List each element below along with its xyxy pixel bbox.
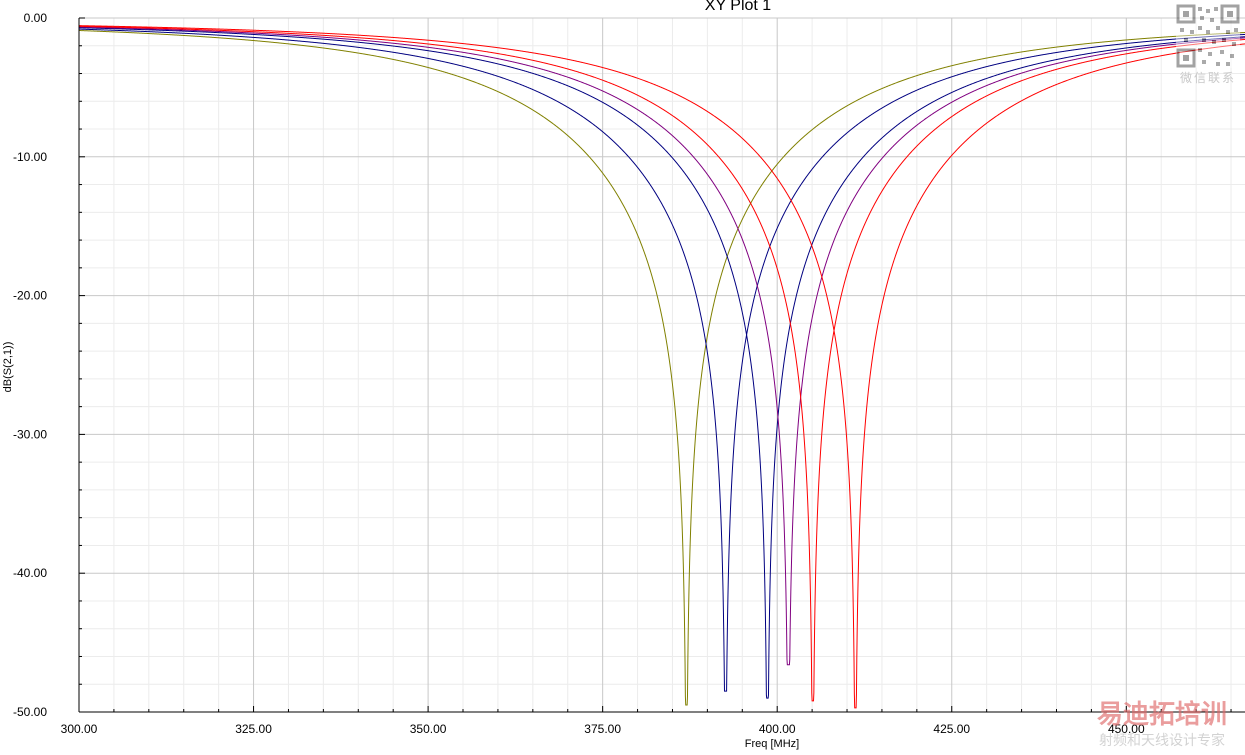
x-axis-title: Freq [MHz] <box>745 738 799 750</box>
y-tick-labels: 0.00 -10.00 -20.00 -30.00 -40.00 -50.00 <box>13 11 47 719</box>
x-tick-label: 425.00 <box>933 722 970 736</box>
x-tick-label: 400.00 <box>759 722 796 736</box>
x-tick-label: 350.00 <box>410 722 447 736</box>
chart-title: XY Plot 1 <box>705 0 772 14</box>
x-tick-labels: 300.00 325.00 350.00 375.00 400.00 425.00 450.… <box>61 722 1145 736</box>
y-tick-label: -50.00 <box>13 705 47 719</box>
x-tick-label: 450.00 <box>1108 722 1145 736</box>
y-tick-label: -20.00 <box>13 289 47 303</box>
tagline-watermark: 射频和天线设计专家 <box>1099 732 1225 749</box>
brand-watermark: 易迪拓培训 <box>1097 700 1227 730</box>
wechat-watermark: 微信联系 <box>1180 71 1236 85</box>
y-tick-label: 0.00 <box>24 11 48 25</box>
y-tick-label: -40.00 <box>13 566 47 580</box>
series-line-6 <box>78 25 1245 709</box>
series-line-1 <box>78 29 1245 706</box>
x-tick-label: 300.00 <box>61 722 98 736</box>
qr-code-watermark <box>1176 4 1240 68</box>
series-line-2 <box>78 28 1245 692</box>
series-line-3 <box>78 27 1245 699</box>
series-line-4 <box>78 26 1245 666</box>
x-tick-label: 325.00 <box>235 722 272 736</box>
series-line-5 <box>78 25 1245 702</box>
x-tick-label: 375.00 <box>584 722 621 736</box>
series-group <box>78 25 1245 709</box>
y-tick-label: -10.00 <box>13 150 47 164</box>
y-axis-title: dB(S(2,1)) <box>2 342 14 393</box>
y-tick-label: -30.00 <box>13 427 47 441</box>
minor-grid <box>79 18 1245 712</box>
